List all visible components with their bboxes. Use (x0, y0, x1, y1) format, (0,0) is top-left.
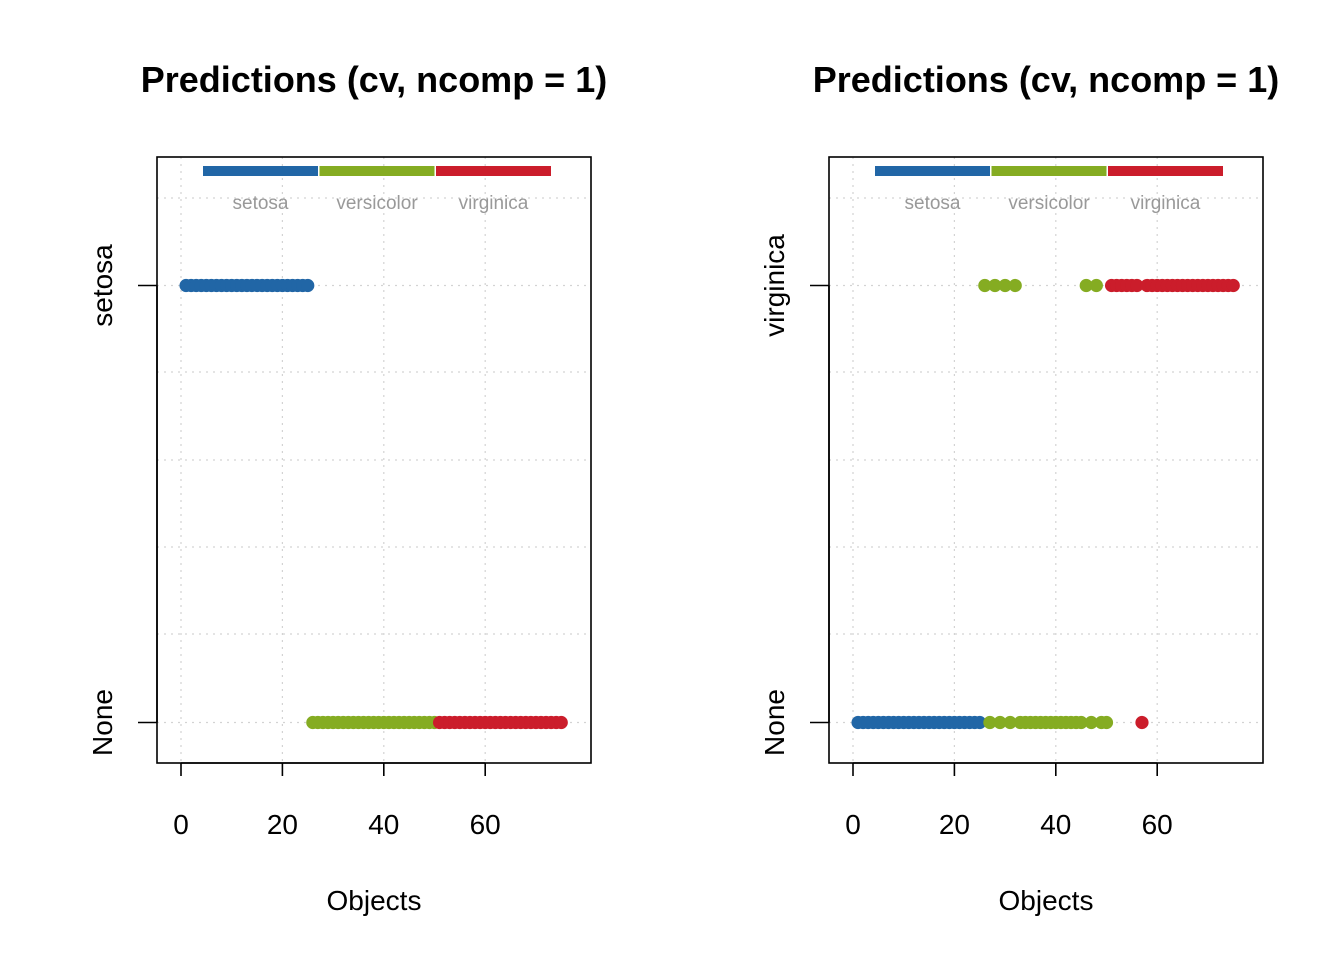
x-tick-label: 20 (939, 809, 970, 840)
legend-label-setosa: setosa (905, 193, 961, 214)
data-point-versicolor (1074, 715, 1088, 730)
data-point-versicolor (988, 278, 1002, 293)
data-point-versicolor (1084, 715, 1098, 730)
data-point-versicolor (1099, 715, 1114, 730)
legend-label-versicolor: versicolor (336, 193, 418, 214)
x-axis-label: Objects (999, 885, 1094, 916)
y-tick-label: virginica (759, 234, 790, 337)
data-point-versicolor (1003, 715, 1017, 730)
y-tick-label: None (87, 689, 118, 756)
data-point-versicolor (983, 715, 997, 730)
data-point-versicolor (978, 278, 992, 293)
data-point-versicolor (993, 715, 1007, 730)
x-tick-label: 20 (267, 809, 298, 840)
data-point-versicolor (1008, 278, 1022, 293)
data-point-versicolor (1079, 278, 1093, 293)
x-tick-label: 60 (1142, 809, 1173, 840)
data-point-virginica (1135, 715, 1149, 730)
x-axis-label: Objects (327, 885, 422, 916)
data-point-setosa (301, 278, 315, 293)
x-tick-label: 40 (1040, 809, 1071, 840)
legend-label-versicolor: versicolor (1008, 193, 1090, 214)
data-point-versicolor (1089, 278, 1103, 293)
data-point-virginica (554, 715, 568, 730)
x-tick-label: 0 (173, 809, 189, 840)
x-tick-label: 40 (368, 809, 399, 840)
y-tick-label: None (759, 689, 790, 756)
legend-label-virginica: virginica (459, 193, 529, 214)
x-tick-label: 0 (845, 809, 861, 840)
data-point-versicolor (998, 278, 1012, 293)
x-tick-label: 60 (470, 809, 501, 840)
legend-label-virginica: virginica (1131, 193, 1201, 214)
left-chart-panel: Predictions (cv, ncomp = 1) setosa versico… (87, 59, 607, 916)
right-chart-panel: Predictions (cv, ncomp = 1) setosa versico… (759, 59, 1279, 916)
chart-title: Predictions (cv, ncomp = 1) (813, 59, 1279, 100)
legend-label-setosa: setosa (233, 193, 289, 214)
data-point-virginica (1226, 278, 1240, 293)
data-point-virginica (1130, 278, 1144, 293)
chart-title: Predictions (cv, ncomp = 1) (141, 59, 607, 100)
data-point-setosa (973, 715, 987, 730)
y-tick-label: setosa (87, 244, 118, 327)
